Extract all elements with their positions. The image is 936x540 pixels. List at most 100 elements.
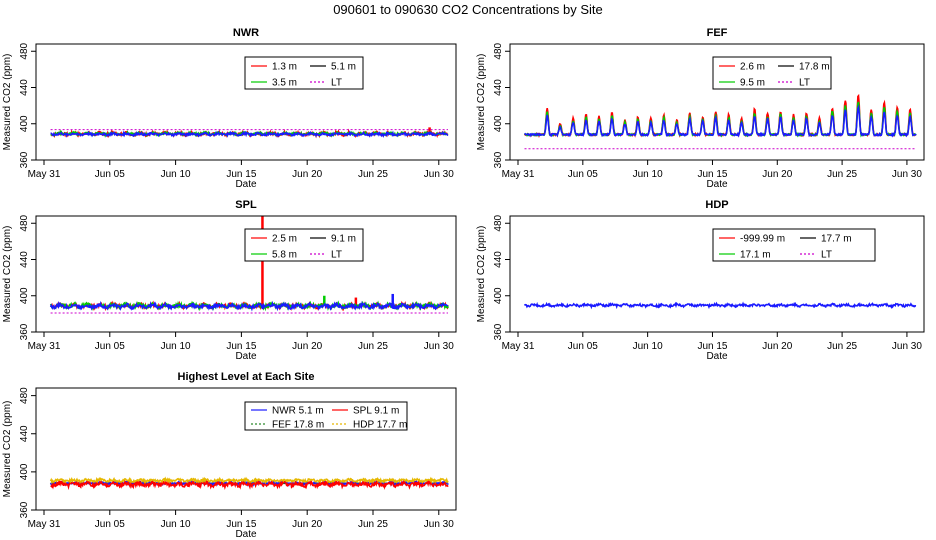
chart-panel-3: HDP 360 400 440 480 May 31 Jun 05 Jun 10 Jun 15 J… [476, 199, 925, 362]
x-tick-label: Jun 15 [697, 169, 727, 180]
x-tick-label: Jun 10 [633, 341, 663, 352]
panel-title: NWR [233, 27, 259, 39]
y-tick-label: 480 [493, 42, 504, 59]
chart-panel-2: SPL 360 400 440 480 May 31 Jun 05 Jun 10 Jun 15 J… [2, 199, 457, 362]
x-tick-label: Jun 20 [292, 169, 322, 180]
legend-label: LT [799, 78, 810, 89]
legend-label: LT [331, 250, 342, 261]
series-group [50, 127, 449, 139]
legend-box [244, 228, 364, 262]
series-line-2 [50, 130, 449, 138]
x-tick-label: Jun 05 [568, 341, 598, 352]
legend-label: 3.5 m [272, 78, 297, 89]
y-tick-label: 360 [19, 501, 30, 518]
x-tick-label: Jun 10 [161, 519, 191, 530]
legend-label: 5.8 m [272, 250, 297, 261]
x-tick-label: Jun 20 [292, 519, 322, 530]
panel-title: FEF [707, 27, 728, 39]
legend-label: 1.3 m [272, 62, 297, 73]
chart-panel-1: FEF 360 400 440 480 May 31 Jun 05 Jun 10 Jun 15 J… [476, 27, 925, 190]
y-tick-label: 400 [19, 463, 30, 480]
x-tick-label: Jun 25 [358, 169, 388, 180]
y-tick-label: 440 [493, 251, 504, 268]
y-tick-label: 440 [493, 79, 504, 96]
plot-frame [35, 215, 457, 333]
legend-box [244, 401, 408, 431]
chart-panel-4: Highest Level at Each Site 360 400 440 480 Ma… [2, 371, 457, 540]
legend-box [712, 228, 876, 262]
legend-label: NWR 5.1 m [272, 406, 324, 417]
y-tick-label: 360 [19, 151, 30, 168]
panel-title: Highest Level at Each Site [178, 371, 315, 383]
series-group [49, 476, 449, 491]
y-tick-label: 440 [19, 251, 30, 268]
x-tick-label: Jun 05 [95, 341, 125, 352]
y-tick-label: 360 [493, 323, 504, 340]
series-group [523, 301, 917, 310]
x-axis-label: Date [235, 351, 257, 362]
x-tick-label: Jun 20 [762, 169, 792, 180]
y-tick-label: 400 [493, 115, 504, 132]
y-axis-label: Measured CO2 (ppm) [476, 54, 487, 151]
legend-label: 9.5 m [740, 78, 765, 89]
y-tick-label: 440 [19, 425, 30, 442]
legend-box [244, 56, 364, 90]
x-tick-label: Jun 30 [424, 519, 454, 530]
x-axis-label: Date [235, 529, 257, 540]
x-tick-label: Jun 20 [292, 341, 322, 352]
x-tick-label: May 31 [502, 169, 535, 180]
y-tick-label: 480 [19, 42, 30, 59]
series-line-2 [49, 300, 449, 312]
x-tick-label: Jun 05 [95, 519, 125, 530]
y-tick-label: 400 [19, 287, 30, 304]
x-axis-label: Date [706, 351, 728, 362]
y-tick-label: 400 [493, 287, 504, 304]
x-tick-label: May 31 [28, 341, 61, 352]
plot-frame [35, 43, 457, 161]
legend-box [712, 56, 832, 90]
series-group [523, 93, 917, 150]
x-tick-label: Jun 25 [358, 341, 388, 352]
plot-frame [509, 43, 925, 161]
series-group [49, 216, 449, 314]
x-tick-label: May 31 [28, 519, 61, 530]
x-axis-label: Date [706, 179, 728, 190]
x-tick-label: Jun 30 [892, 169, 922, 180]
y-tick-label: 440 [19, 79, 30, 96]
x-tick-label: Jun 25 [358, 519, 388, 530]
series-line-2 [524, 104, 917, 138]
x-tick-label: Jun 15 [226, 519, 256, 530]
legend-label: 5.1 m [331, 62, 356, 73]
y-tick-label: 360 [493, 151, 504, 168]
legend: NWR 5.1 m SPL 9.1 m FEF 17.8 m HDP 17.7 m [244, 401, 408, 431]
x-tick-label: Jun 10 [161, 169, 191, 180]
plot-frame [509, 215, 925, 333]
figure-title: 090601 to 090630 CO2 Concentrations by S… [333, 2, 603, 17]
y-axis-label: Measured CO2 (ppm) [2, 226, 13, 323]
legend-label: 9.1 m [331, 234, 356, 245]
y-tick-label: 360 [19, 323, 30, 340]
x-tick-label: Jun 10 [161, 341, 191, 352]
legend-label: 17.7 m [821, 234, 852, 245]
legend-label: FEF 17.8 m [272, 420, 324, 431]
x-tick-label: Jun 15 [697, 341, 727, 352]
x-tick-label: Jun 05 [568, 169, 598, 180]
legend: -999.99 m 17.7 m 17.1 m LT [712, 228, 876, 262]
legend-label: SPL 9.1 m [353, 406, 399, 417]
x-tick-label: Jun 15 [226, 169, 256, 180]
legend-label: LT [821, 250, 832, 261]
y-tick-label: 480 [19, 387, 30, 404]
x-tick-label: May 31 [502, 341, 535, 352]
x-tick-label: Jun 25 [827, 341, 857, 352]
legend-label: 2.5 m [272, 234, 297, 245]
legend-label: 2.6 m [740, 62, 765, 73]
x-tick-label: Jun 20 [762, 341, 792, 352]
y-axis-label: Measured CO2 (ppm) [476, 226, 487, 323]
x-axis-label: Date [235, 179, 257, 190]
legend: 2.5 m 9.1 m 5.8 m LT [244, 228, 364, 262]
x-tick-label: Jun 30 [424, 341, 454, 352]
legend: 1.3 m 5.1 m 3.5 m LT [244, 56, 364, 90]
legend-label: 17.1 m [740, 250, 771, 261]
y-tick-label: 480 [19, 214, 30, 231]
x-tick-label: Jun 30 [424, 169, 454, 180]
